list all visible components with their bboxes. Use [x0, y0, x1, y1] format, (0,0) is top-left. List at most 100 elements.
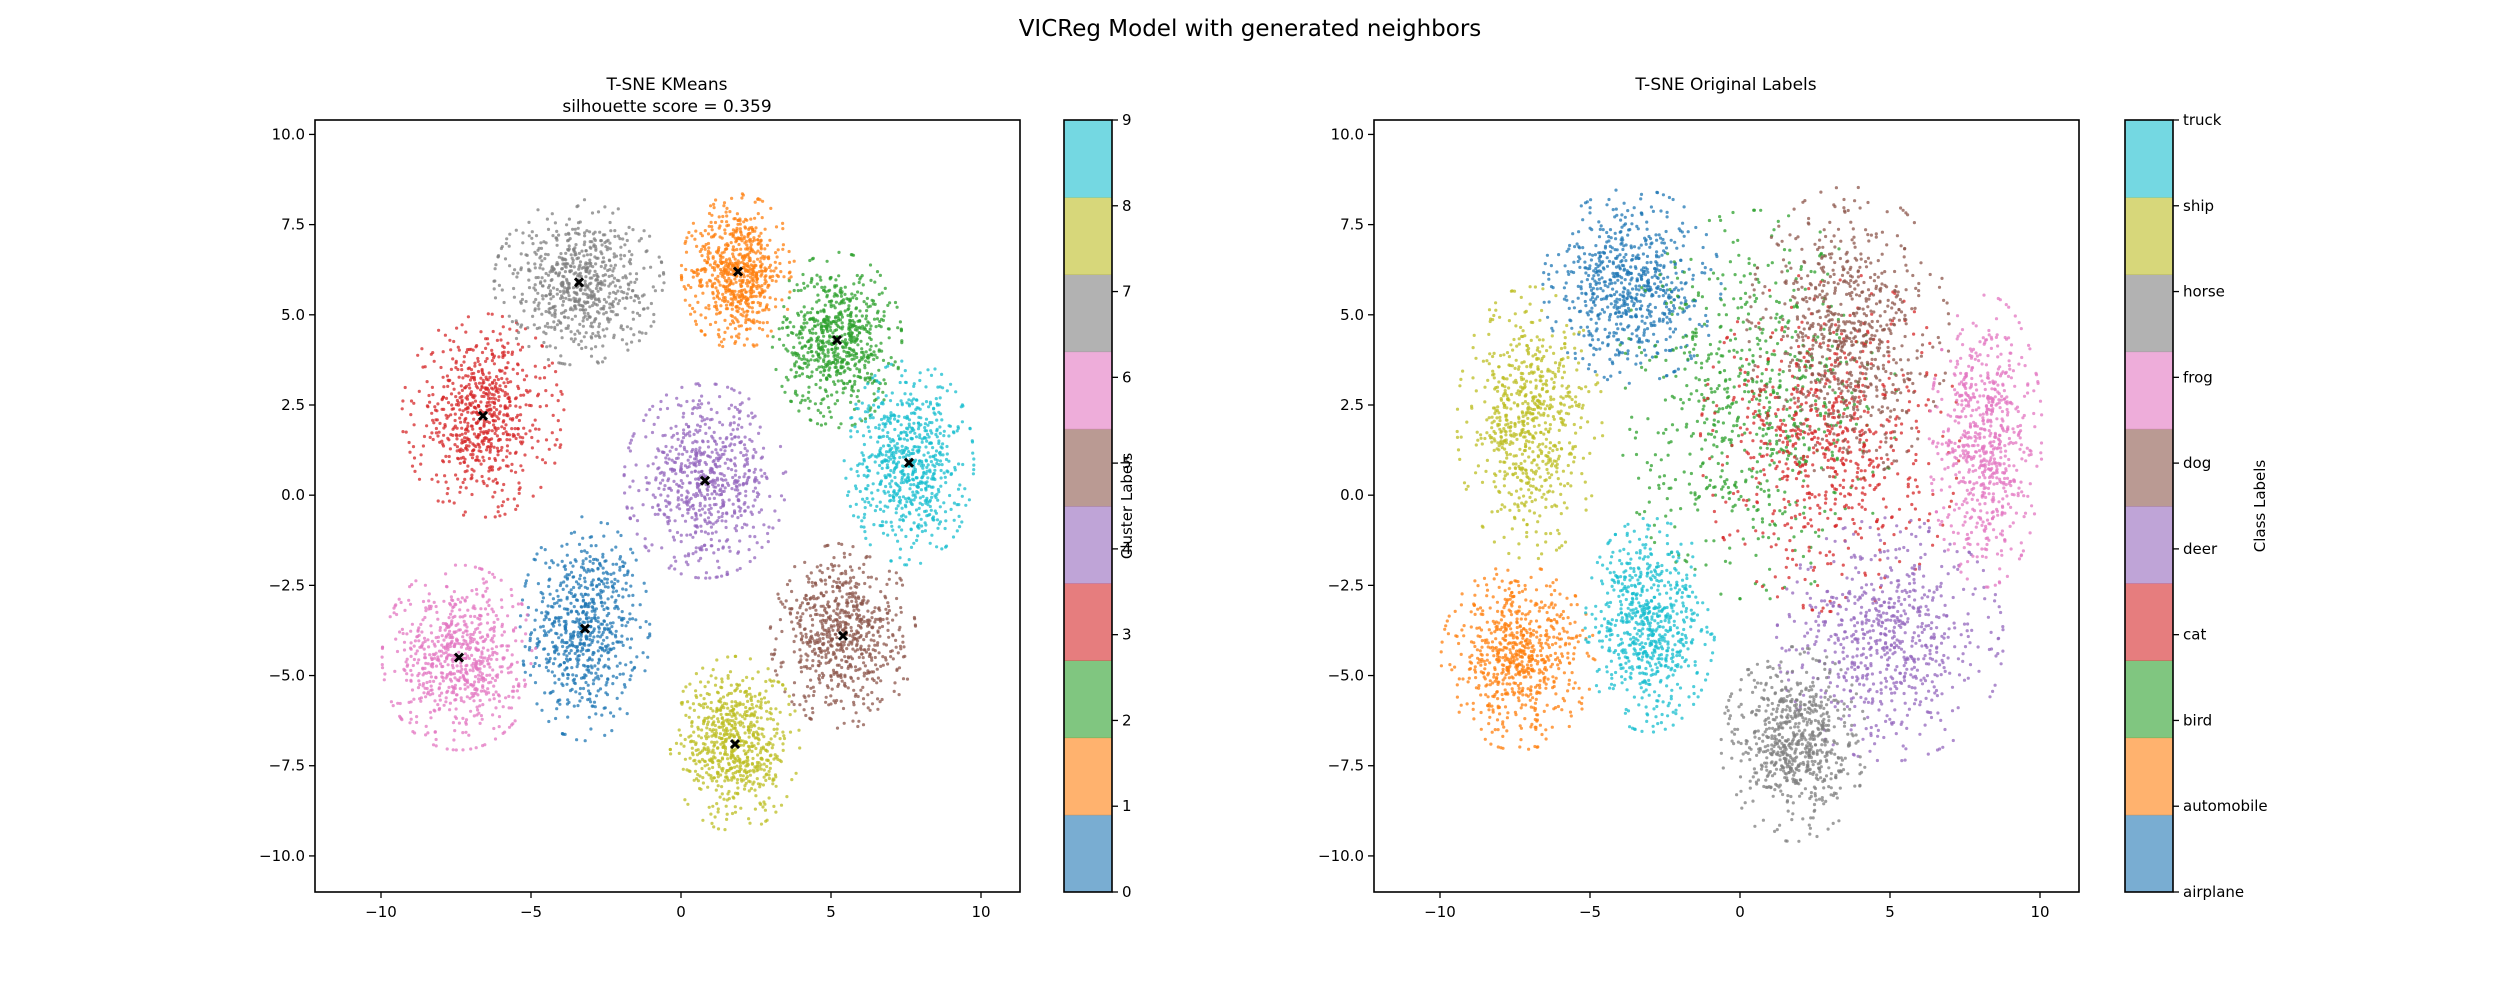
series-5 — [768, 541, 918, 730]
point — [870, 690, 874, 695]
point — [657, 466, 661, 470]
point — [760, 291, 764, 295]
point — [823, 285, 827, 289]
point — [458, 408, 462, 412]
point — [493, 737, 498, 741]
point — [844, 581, 848, 585]
point — [581, 611, 585, 615]
point — [607, 650, 611, 654]
point — [782, 343, 786, 347]
point — [707, 401, 711, 405]
point — [710, 228, 714, 232]
point — [720, 519, 724, 523]
point — [780, 298, 784, 302]
point — [625, 573, 629, 577]
point — [706, 493, 710, 497]
point — [479, 376, 483, 380]
point — [787, 296, 791, 300]
point — [829, 644, 833, 648]
point — [450, 407, 454, 411]
point — [757, 291, 761, 295]
point — [709, 506, 713, 510]
point — [755, 280, 759, 284]
point — [763, 471, 767, 476]
point — [577, 586, 581, 590]
point — [886, 303, 890, 307]
point — [629, 547, 633, 551]
point — [833, 316, 838, 320]
point — [443, 423, 447, 427]
point — [886, 621, 890, 625]
point — [488, 412, 492, 416]
point — [572, 530, 577, 534]
point — [522, 393, 526, 397]
point — [840, 658, 844, 662]
point — [794, 370, 799, 374]
point — [869, 344, 873, 348]
point — [703, 495, 707, 499]
point — [461, 615, 465, 619]
point — [845, 341, 849, 345]
point — [603, 266, 607, 270]
point — [433, 408, 438, 412]
point — [700, 234, 705, 238]
point — [668, 449, 672, 453]
point — [806, 284, 810, 288]
point — [653, 512, 657, 517]
point — [740, 233, 744, 237]
point — [476, 433, 480, 437]
point — [749, 292, 753, 296]
point — [837, 564, 841, 568]
point — [509, 380, 513, 384]
point — [517, 696, 521, 700]
point — [725, 206, 729, 210]
point — [553, 681, 557, 685]
point — [579, 638, 583, 642]
point — [493, 413, 497, 417]
point — [445, 374, 449, 378]
point — [763, 227, 767, 231]
point — [731, 231, 736, 235]
point — [433, 405, 437, 409]
point — [628, 612, 632, 616]
point — [758, 294, 762, 298]
point — [839, 311, 843, 315]
point — [752, 344, 756, 348]
point — [401, 430, 405, 434]
point — [501, 705, 505, 709]
point — [873, 606, 877, 610]
point — [712, 430, 716, 434]
point — [705, 281, 709, 285]
point — [565, 682, 569, 686]
point — [544, 389, 548, 393]
point — [885, 582, 889, 587]
point — [747, 397, 751, 401]
point — [696, 477, 700, 481]
point — [870, 626, 875, 630]
point — [721, 440, 725, 445]
point — [802, 321, 806, 325]
point — [462, 513, 466, 517]
point — [849, 675, 853, 680]
point — [886, 601, 890, 605]
point — [434, 473, 439, 477]
point — [720, 484, 725, 488]
point — [847, 614, 851, 618]
point — [707, 224, 711, 228]
point — [561, 587, 565, 592]
point — [720, 490, 724, 494]
point — [826, 640, 831, 644]
point — [496, 390, 500, 394]
point — [708, 263, 712, 267]
point — [431, 692, 435, 696]
point — [705, 284, 709, 288]
point — [420, 347, 424, 351]
point — [492, 362, 496, 366]
point — [799, 670, 804, 674]
point — [847, 346, 851, 350]
point — [456, 622, 460, 626]
point — [618, 555, 623, 559]
point — [463, 439, 467, 443]
point — [419, 453, 423, 457]
point — [749, 275, 753, 279]
